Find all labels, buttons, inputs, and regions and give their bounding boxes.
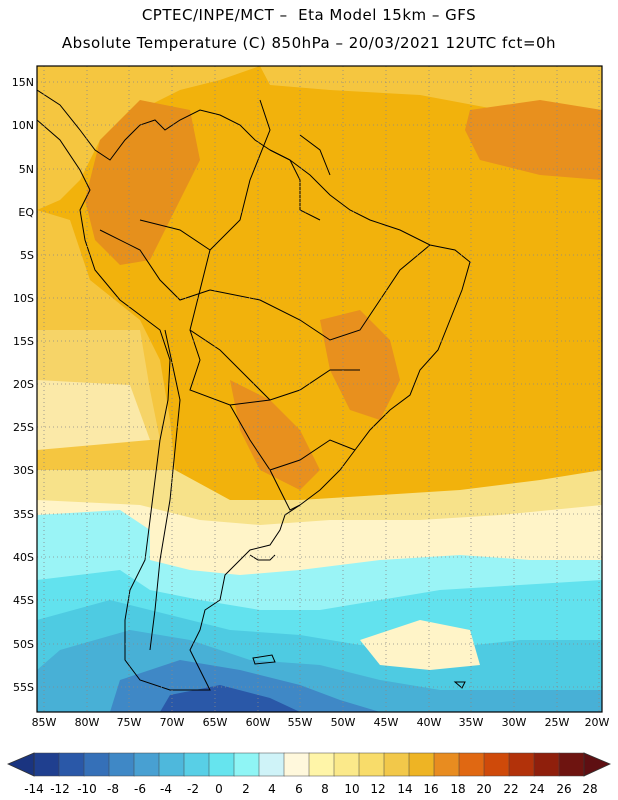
colorbar-label: 6 <box>295 782 303 796</box>
lat-label: 5S <box>20 249 34 262</box>
colorbar-label: -10 <box>77 782 97 796</box>
lon-label: 45W <box>374 716 399 729</box>
lat-label: 10S <box>13 292 34 305</box>
color-swatch <box>358 752 385 777</box>
lon-label: 80W <box>75 716 100 729</box>
continent-outline <box>37 89 471 691</box>
color-swatch <box>433 752 460 777</box>
color-swatch <box>258 752 285 777</box>
colorbar-label: -12 <box>50 782 70 796</box>
colorbar-label: 4 <box>268 782 276 796</box>
color-swatch <box>158 752 185 777</box>
color-scale: -14 -12 -10 -8 -6 -4 -2 0 2 4 6 8 10 12 … <box>7 752 611 796</box>
color-swatch <box>558 752 585 777</box>
lon-label: 25W <box>545 716 570 729</box>
lat-label: 35S <box>13 508 34 521</box>
colorbar-label: 18 <box>450 782 465 796</box>
color-swatch <box>33 752 60 777</box>
lon-label: 40W <box>417 716 442 729</box>
colorbar-label: 8 <box>321 782 329 796</box>
map-frame <box>36 65 603 713</box>
lat-label: 15N <box>12 76 34 89</box>
lat-label: 25S <box>13 421 34 434</box>
longitude-axis: 85W 80W 75W 70W 65W 60W 55W 50W 45W 40W … <box>32 716 610 729</box>
lon-label: 75W <box>117 716 142 729</box>
lat-label: 10N <box>12 119 34 132</box>
colorbar-label: -8 <box>107 782 119 796</box>
colorbar-label: 20 <box>476 782 491 796</box>
title-line-2: Absolute Temperature (C) 850hPa – 20/03/… <box>61 34 557 52</box>
lat-label: 40S <box>13 551 34 564</box>
color-swatch <box>333 752 360 777</box>
temperature-map: 15N 10N 5N EQ 5S 10S 15S 20S 25S 30S 35S… <box>12 65 610 729</box>
title-line-1: CPTEC/INPE/MCT – Eta Model 15km – GFS <box>141 6 477 24</box>
lat-label: 50S <box>13 638 34 651</box>
color-swatch <box>183 752 210 777</box>
lat-label: EQ <box>18 206 34 219</box>
lat-label: 20S <box>13 378 34 391</box>
colorbar-label: -6 <box>134 782 146 796</box>
color-swatches <box>33 752 585 777</box>
colorbar-label: 0 <box>215 782 223 796</box>
lat-label: 55S <box>13 681 34 694</box>
color-swatch <box>58 752 85 777</box>
color-swatch <box>458 752 485 777</box>
color-swatch <box>233 752 260 777</box>
color-swatch <box>133 752 160 777</box>
latitude-axis: 15N 10N 5N EQ 5S 10S 15S 20S 25S 30S 35S… <box>12 76 35 694</box>
lat-label: 15S <box>13 335 34 348</box>
lon-label: 35W <box>459 716 484 729</box>
colorbar-max-arrow <box>583 752 611 777</box>
lon-label: 55W <box>288 716 313 729</box>
colorbar-min-arrow <box>7 752 35 777</box>
colorbar-label: 22 <box>503 782 518 796</box>
colorbar-label: -14 <box>24 782 44 796</box>
colorbar-label: 16 <box>423 782 438 796</box>
colorbar-label: 26 <box>556 782 571 796</box>
colorbar-label: 12 <box>370 782 385 796</box>
lat-label: 30S <box>13 464 34 477</box>
color-swatch <box>383 752 410 777</box>
colorbar-labels: -14 -12 -10 -8 -6 -4 -2 0 2 4 6 8 10 12 … <box>24 782 597 796</box>
color-swatch <box>308 752 335 777</box>
color-swatch <box>508 752 535 777</box>
lat-label: 45S <box>13 594 34 607</box>
color-swatch <box>408 752 435 777</box>
color-swatch <box>283 752 310 777</box>
lon-label: 20W <box>585 716 610 729</box>
lon-label: 65W <box>203 716 228 729</box>
colorbar-label: 10 <box>344 782 359 796</box>
color-swatch <box>533 752 560 777</box>
color-swatch <box>83 752 110 777</box>
temperature-field <box>37 66 602 712</box>
colorbar-label: -2 <box>187 782 199 796</box>
lon-label: 70W <box>160 716 185 729</box>
color-swatch <box>108 752 135 777</box>
lon-label: 85W <box>32 716 57 729</box>
color-swatch <box>483 752 510 777</box>
color-swatch <box>208 752 235 777</box>
lon-label: 60W <box>246 716 271 729</box>
colorbar-label: 24 <box>529 782 544 796</box>
lon-label: 50W <box>331 716 356 729</box>
colorbar-label: 28 <box>582 782 597 796</box>
colorbar-label: -4 <box>160 782 172 796</box>
colorbar-label: 14 <box>397 782 412 796</box>
lat-label: 5N <box>19 163 34 176</box>
colorbar-label: 2 <box>242 782 250 796</box>
lon-label: 30W <box>502 716 527 729</box>
